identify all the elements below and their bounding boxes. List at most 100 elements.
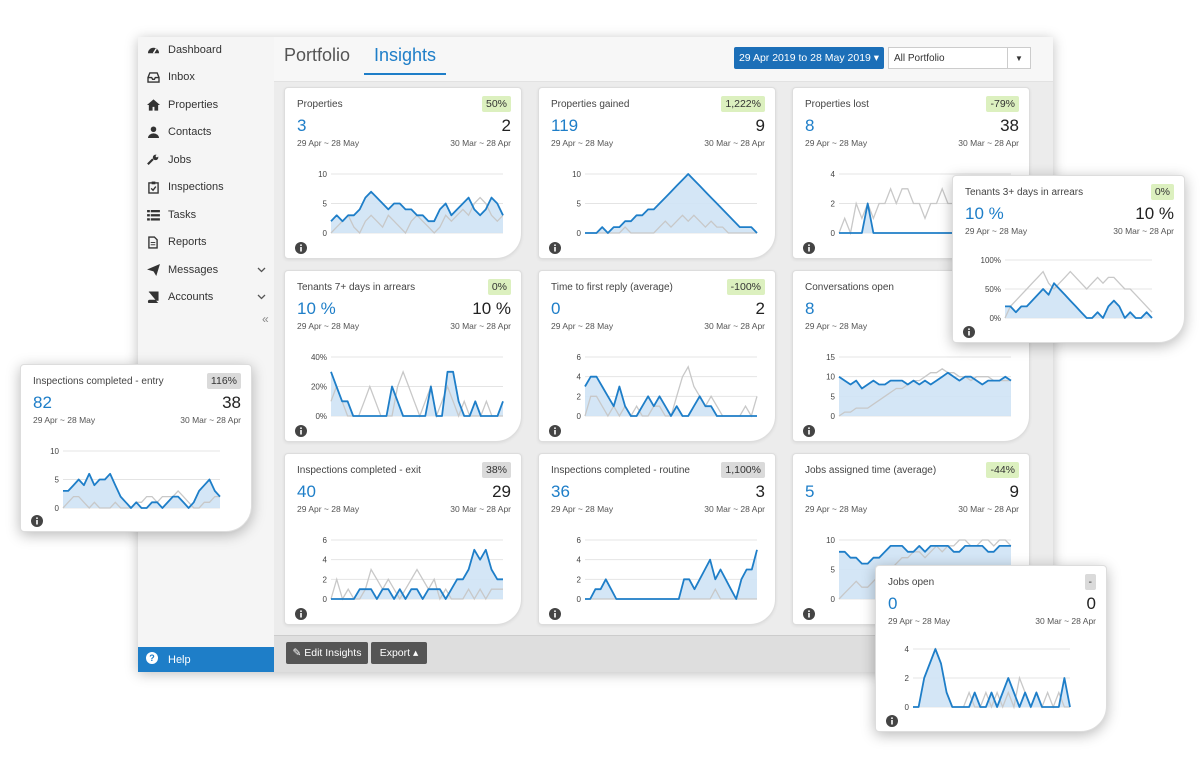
date-range-button[interactable]: 29 Apr 2019 to 28 May 2019 ▾ [734,47,884,69]
current-value: 119 [551,116,579,135]
sidebar-item-messages[interactable]: Messages [138,257,274,283]
change-badge: 1,100% [721,462,765,478]
question-circle-icon: ? [146,652,158,667]
floating-card-inspections-completed-entry[interactable]: Inspections completed - entry 116% 82 38 29 … [20,364,252,532]
info-icon[interactable] [963,325,975,338]
current-value: 0 [551,299,561,318]
previous-value: 3 [755,482,765,501]
y-tick-label: 10 [826,536,835,545]
insight-card-inspections-completed-routine[interactable]: Inspections completed - routine 1,100% 36 3… [538,453,776,625]
y-tick-label: 6 [577,536,582,545]
info-icon[interactable] [803,607,815,620]
sidebar-item-reports[interactable]: Reports [138,229,274,255]
previous-period: 30 Mar ~ 28 Apr [180,415,241,425]
sidebar-item-accounts[interactable]: Accounts [138,284,274,310]
info-icon[interactable] [549,424,561,437]
current-period-area [1005,283,1152,318]
insight-card-tenants-7-days-in-arrears[interactable]: Tenants 7+ days in arrears 0% 10 % 10 % 29 A… [284,270,522,442]
sidebar-item-inbox[interactable]: Inbox [138,64,274,90]
previous-value: 9 [755,116,765,135]
current-period-line [331,548,503,600]
info-icon[interactable] [549,607,561,620]
sidebar-item-inspections[interactable]: Inspections [138,174,274,200]
edit-insights-button[interactable]: ✎ Edit Insights [286,642,368,664]
y-tick-label: 15 [826,353,835,362]
info-icon[interactable] [803,241,815,254]
sidebar-item-label: Inbox [168,71,195,83]
document-icon [146,235,160,249]
y-tick-label: 0 [831,229,836,238]
dashboard-icon [146,43,160,57]
inbox-icon [146,70,160,84]
current-period: 29 Apr ~ 28 May [965,226,1028,236]
previous-period: 30 Mar ~ 28 Apr [704,138,765,148]
help-button[interactable]: ? Help [138,647,274,672]
previous-period-line [838,368,1011,417]
tab-portfolio[interactable]: Portfolio [284,45,351,65]
change-badge: 116% [206,373,241,389]
insight-card-properties-gained[interactable]: Properties gained 1,222% 119 9 29 Apr ~ 28 M… [538,87,776,259]
sidebar-item-contacts[interactable]: Contacts [138,119,274,145]
sidebar-item-label: Accounts [168,291,214,303]
current-period-area [331,549,503,599]
export-button[interactable]: Export ▴ [371,642,427,664]
sidebar-item-tasks[interactable]: Tasks [138,202,274,228]
change-badge: 0% [487,279,511,295]
info-icon[interactable] [295,241,307,254]
sidebar-item-label: Tasks [168,209,197,221]
info-icon[interactable] [295,607,307,620]
current-period-line [1005,282,1153,319]
y-tick-label: 4 [905,645,910,654]
sidebar-item-jobs[interactable]: Jobs [138,147,274,173]
tab-bar: Portfolio Insights 29 Apr 2019 to 28 May… [274,37,1053,82]
chevron-down-icon[interactable] [257,264,266,276]
info-icon[interactable] [31,514,43,527]
previous-value: 0 [1086,594,1096,613]
y-tick-label: 10 [318,170,327,179]
previous-period: 30 Mar ~ 28 Apr [1035,616,1096,626]
y-tick-label: 2 [831,200,836,209]
info-icon[interactable] [886,714,898,727]
insight-card-time-to-first-reply-average[interactable]: Time to first reply (average) -100% 0 2 29 A… [538,270,776,442]
info-icon[interactable] [549,241,561,254]
home-icon [146,98,160,112]
insight-card-inspections-completed-exit[interactable]: Inspections completed - exit 38% 40 29 29 Ap… [284,453,522,625]
current-value: 0 [888,594,898,613]
trend-chart: 0 5 10 [50,447,221,513]
info-icon[interactable] [803,424,815,437]
insight-card-properties[interactable]: Properties 50% 3 2 29 Apr ~ 28 May 30 Mar ~ 2… [284,87,522,259]
y-tick-label: 5 [55,476,60,485]
sidebar: Dashboard Inbox Properties Contacts Jobs… [138,37,274,672]
y-tick-label: 0 [577,229,582,238]
card-title: Inspections completed - routine [551,465,690,476]
y-tick-label: 6 [577,353,582,362]
tab-insights[interactable]: Insights [374,45,437,65]
svg-text:?: ? [149,653,155,663]
floating-card-jobs-open[interactable]: Jobs open - 0 0 29 Apr ~ 28 May 30 Mar ~ 28 A… [875,565,1107,732]
user-icon [146,125,160,139]
current-period-area [585,549,757,599]
floating-card-tenants-3-days-in-arrears[interactable]: Tenants 3+ days in arrears 0% 10 % 10 % 29 A… [952,175,1185,343]
sidebar-item-dashboard[interactable]: Dashboard [138,37,274,63]
app-window: Dashboard Inbox Properties Contacts Jobs… [138,37,1053,672]
portfolio-select[interactable]: All Portfolio ▼ [888,47,1031,69]
current-period-line [330,370,504,417]
previous-period: 30 Mar ~ 28 Apr [450,138,511,148]
y-tick-label: 0 [577,595,582,604]
y-tick-label: 4 [577,373,582,382]
current-period: 29 Apr ~ 28 May [551,321,614,331]
main-content: Portfolio Insights 29 Apr 2019 to 28 May… [274,37,1053,672]
previous-period-line [1004,270,1153,319]
change-badge: 38% [481,462,511,478]
collapse-sidebar-icon[interactable]: « [262,312,269,326]
trend-chart: 0 5 10 [572,170,758,238]
chevron-down-icon[interactable] [257,291,266,303]
card-title: Inspections completed - entry [33,376,164,387]
book-icon [146,290,160,304]
current-value: 10 % [965,204,1004,223]
current-period-line [330,190,504,223]
sidebar-item-properties[interactable]: Properties [138,92,274,118]
previous-period: 30 Mar ~ 28 Apr [958,138,1019,148]
current-period: 29 Apr ~ 28 May [805,138,868,148]
info-icon[interactable] [295,424,307,437]
